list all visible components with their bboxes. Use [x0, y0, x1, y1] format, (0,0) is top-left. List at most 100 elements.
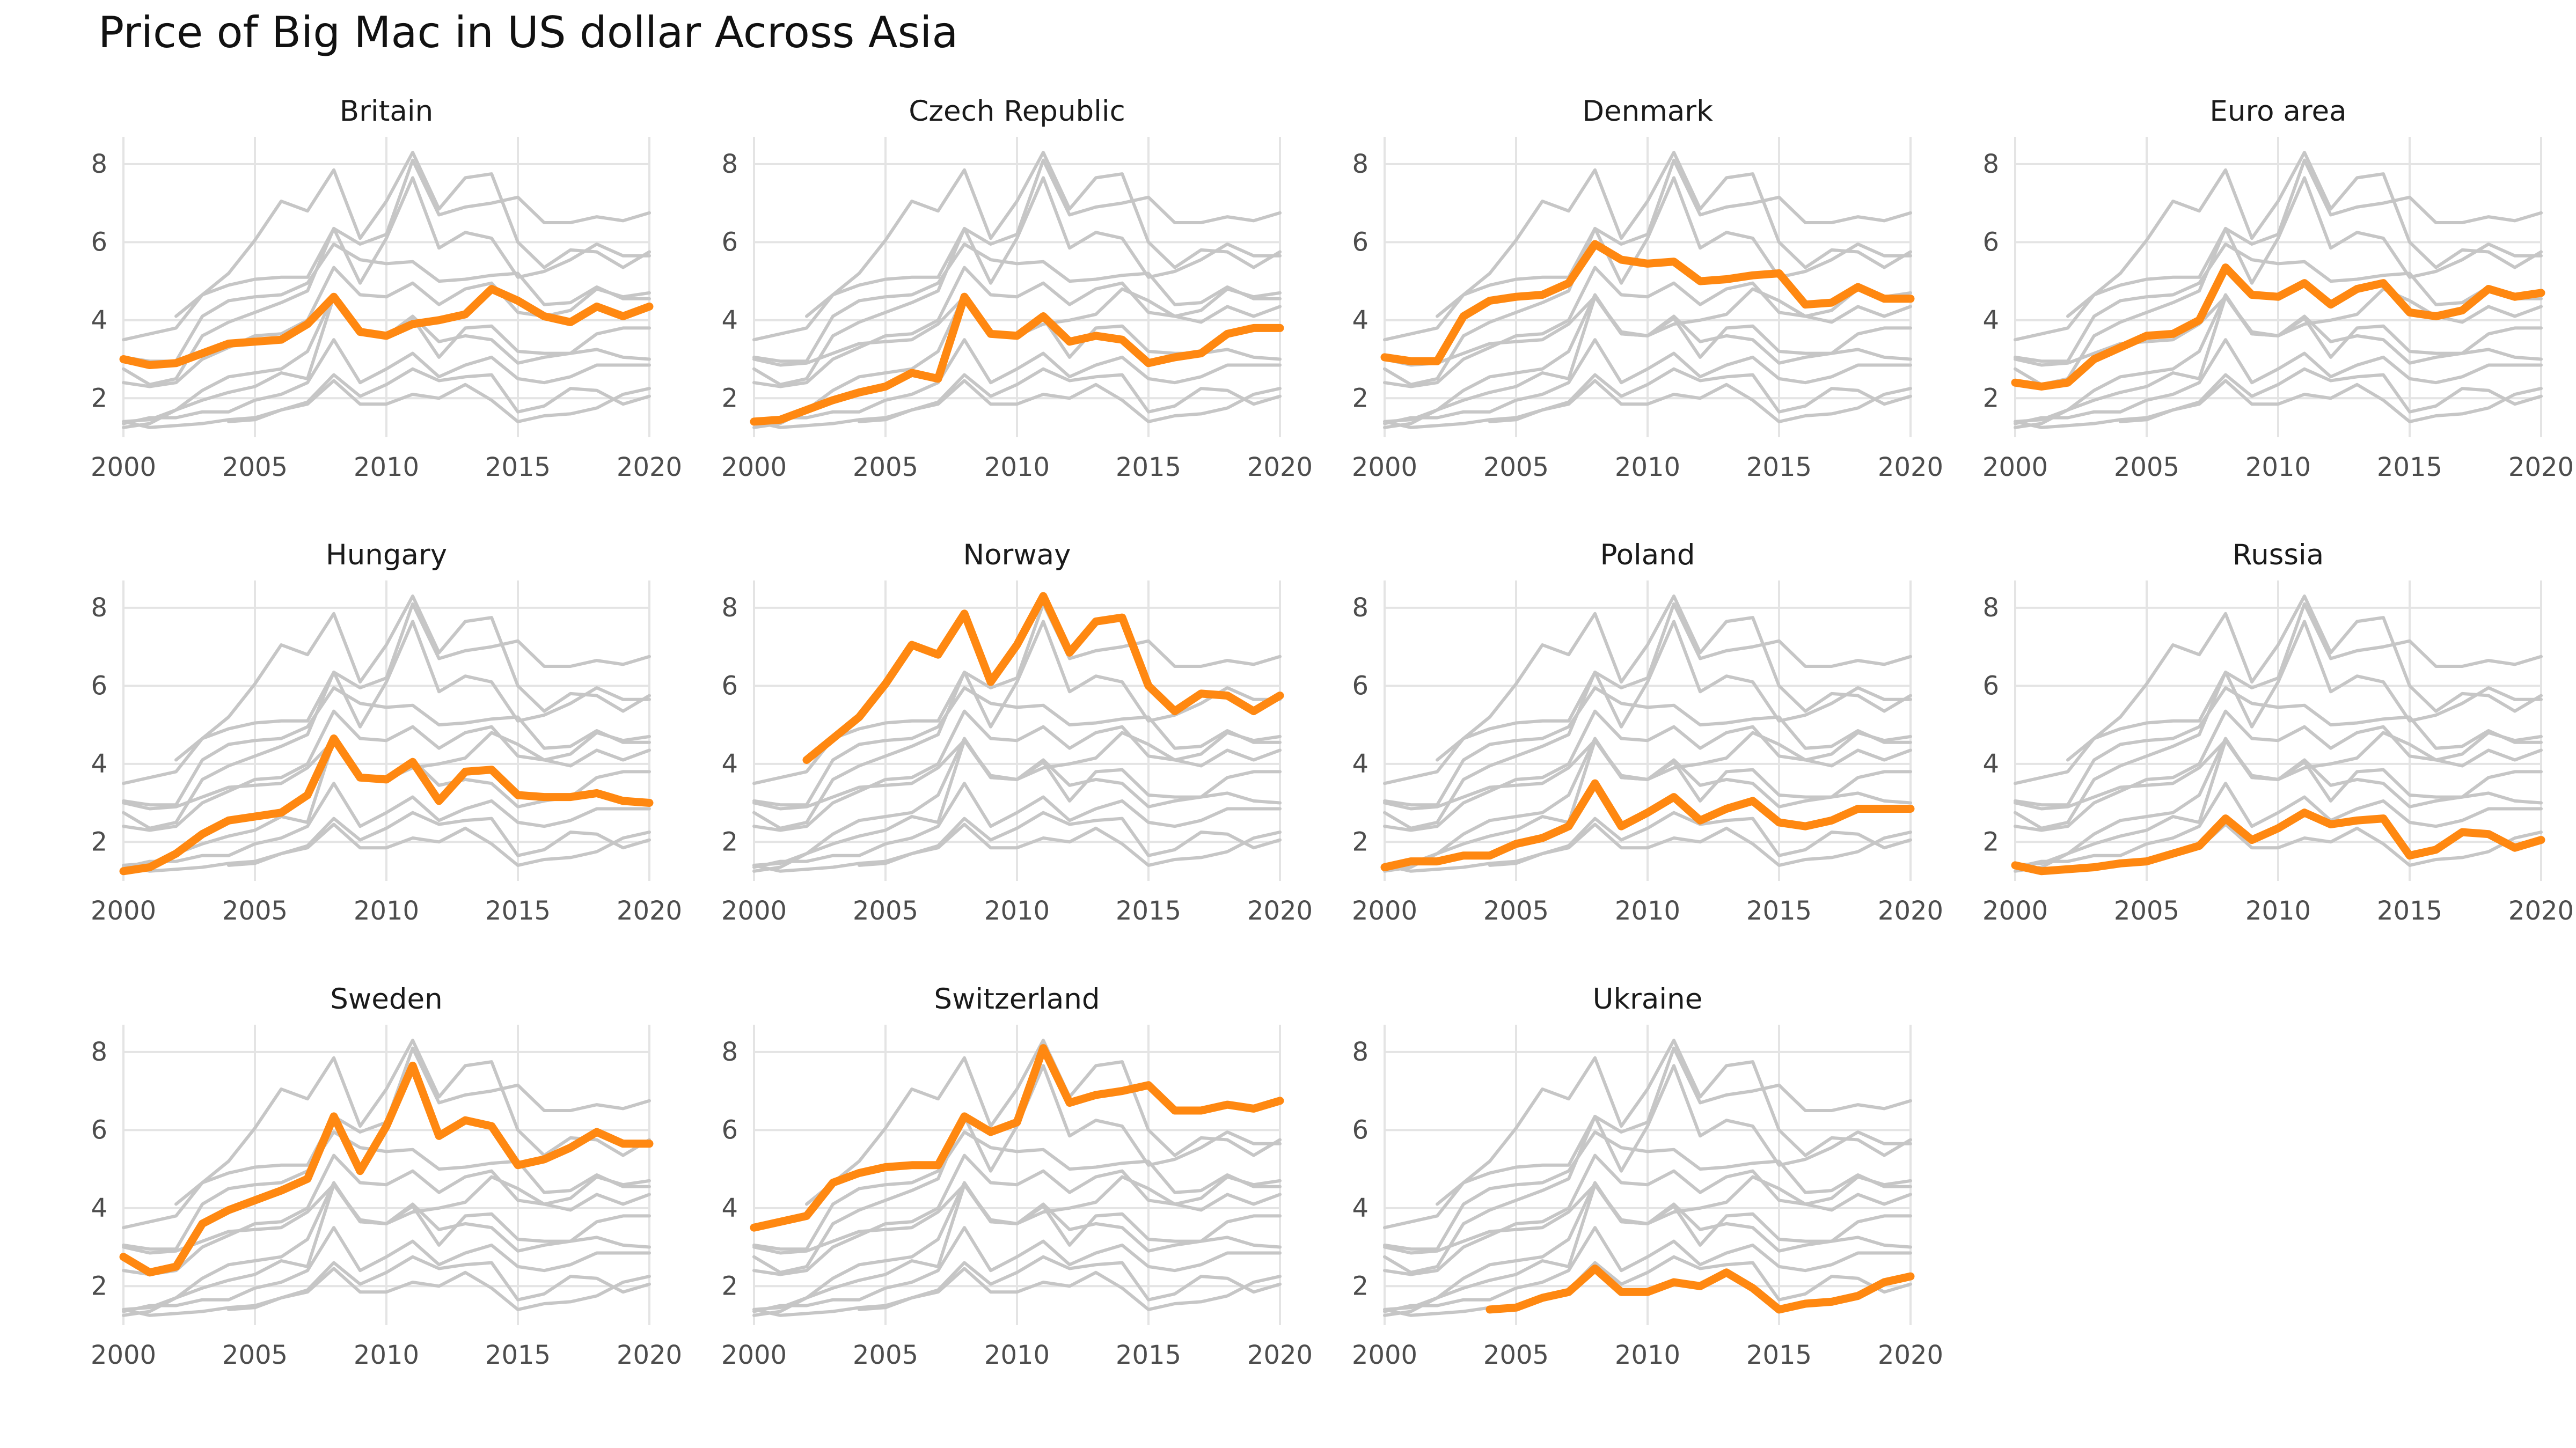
background-series-line: [1383, 367, 1912, 429]
y-tick-label: 6: [1982, 671, 1999, 701]
y-tick-label: 6: [721, 1115, 738, 1145]
background-series-line: [2014, 620, 2543, 830]
background-series-line: [752, 1153, 1282, 1276]
x-tick-label: 2015: [485, 896, 551, 926]
x-tick-label: 2015: [1116, 452, 1181, 482]
background-series-line: [858, 379, 1282, 423]
x-tick-label: 2015: [485, 1340, 551, 1370]
x-tick-label: 2000: [721, 896, 787, 926]
x-tick-label: 2000: [1982, 896, 2048, 926]
background-series-line: [1436, 151, 1912, 318]
x-tick-label: 2005: [222, 896, 288, 926]
x-tick-label: 2015: [1116, 896, 1181, 926]
y-tick-label: 6: [1352, 671, 1368, 701]
background-series-line: [1383, 737, 1912, 873]
facet-title: Denmark: [1582, 95, 1713, 128]
background-series-line: [227, 822, 651, 867]
background-series: [1383, 151, 1912, 429]
facet-title: Norway: [963, 539, 1071, 571]
background-series-line: [2014, 242, 2543, 363]
background-series-line: [1383, 158, 1912, 342]
background-series-line: [1383, 686, 1912, 807]
background-series-line: [1383, 1064, 1912, 1274]
background-series-line: [1383, 811, 1912, 873]
x-tick-label: 2020: [1878, 896, 1943, 926]
background-series-line: [122, 602, 651, 785]
background-series-line: [122, 176, 651, 386]
background-series-line: [2014, 602, 2543, 785]
facet-euro-area: Euro area 2 4 6 8 2000 2005 2010 2015 2020: [1982, 95, 2574, 482]
background-series: [1383, 1039, 1912, 1317]
x-tick-label: 2005: [1483, 1340, 1549, 1370]
y-tick-label: 2: [1352, 1271, 1368, 1301]
y-tick-label: 4: [721, 305, 738, 335]
background-series-line: [174, 151, 651, 318]
x-tick-label: 2010: [1615, 1340, 1680, 1370]
x-tick-label: 2015: [1746, 1340, 1812, 1370]
y-tick-label: 6: [91, 227, 107, 257]
x-tick-label: 2010: [2245, 896, 2311, 926]
background-series-line: [1383, 1046, 1912, 1230]
facet-title: Switzerland: [934, 983, 1100, 1016]
y-tick-label: 4: [1982, 749, 1999, 779]
highlight-series-line: [1380, 779, 1915, 871]
background-series-line: [752, 338, 1282, 425]
background-series-line: [122, 1255, 651, 1317]
facet-russia: Russia 2 4 6 8 2000 2005 2010 2015 2020: [1982, 539, 2574, 926]
y-tick-label: 6: [721, 671, 738, 701]
facet-britain: Britain 2 4 6 8 2000 2005 2010 2015 2020: [91, 95, 682, 482]
x-tick-label: 2005: [2114, 896, 2179, 926]
background-series-line: [122, 1130, 651, 1251]
background-series-line: [227, 1267, 651, 1311]
highlight-series-line: [2011, 263, 2545, 391]
background-series-line: [752, 367, 1282, 429]
facet-title: Euro area: [2209, 95, 2346, 128]
y-tick-label: 8: [1982, 149, 1999, 179]
x-tick-label: 2010: [2245, 452, 2311, 482]
x-tick-label: 2000: [1352, 452, 1417, 482]
x-tick-label: 2015: [1746, 896, 1812, 926]
y-tick-label: 2: [91, 827, 107, 857]
y-tick-label: 8: [1352, 149, 1368, 179]
background-series-line: [122, 1226, 651, 1313]
background-series-line: [2014, 293, 2543, 429]
y-tick-label: 6: [1982, 227, 1999, 257]
x-tick-label: 2005: [1483, 452, 1549, 482]
background-series-line: [1383, 620, 1912, 830]
facet-title: Sweden: [330, 983, 442, 1016]
x-tick-label: 2005: [2114, 452, 2179, 482]
x-tick-label: 2015: [1116, 1340, 1181, 1370]
background-series-line: [122, 338, 651, 425]
y-tick-label: 8: [91, 1037, 107, 1067]
x-tick-label: 2015: [1746, 452, 1812, 482]
background-series-line: [805, 1039, 1282, 1206]
x-tick-label: 2005: [853, 896, 918, 926]
x-tick-label: 2020: [2508, 896, 2574, 926]
facet-sweden: Sweden 2 4 6 8 2000 2005 2010 2015 2020: [91, 983, 682, 1370]
background-series-line: [752, 1130, 1282, 1251]
facet-denmark: Denmark 2 4 6 8 2000 2005 2010 2015 2020: [1352, 95, 1943, 482]
x-tick-label: 2005: [222, 452, 288, 482]
background-series-line: [752, 686, 1282, 807]
background-series-line: [752, 782, 1282, 869]
facet-norway: Norway 2 4 6 8 2000 2005 2010 2015 2020: [721, 539, 1313, 926]
x-tick-label: 2005: [1483, 896, 1549, 926]
highlight-series-line: [119, 285, 654, 369]
background-series-line: [1383, 709, 1912, 832]
x-tick-label: 2015: [2377, 452, 2442, 482]
x-tick-label: 2010: [984, 452, 1050, 482]
x-tick-label: 2020: [1878, 1340, 1943, 1370]
x-tick-label: 2020: [617, 896, 682, 926]
background-series-line: [122, 811, 651, 873]
background-series-line: [1383, 176, 1912, 386]
y-tick-label: 2: [91, 383, 107, 413]
y-tick-label: 4: [1352, 749, 1368, 779]
background-series-line: [2014, 737, 2543, 873]
background-series-line: [2066, 594, 2543, 762]
background-series-line: [1383, 1153, 1912, 1276]
background-series-line: [2014, 686, 2543, 807]
background-series-line: [752, 811, 1282, 873]
background-series-line: [752, 737, 1282, 873]
background-series-line: [122, 686, 651, 807]
y-tick-label: 6: [91, 671, 107, 701]
